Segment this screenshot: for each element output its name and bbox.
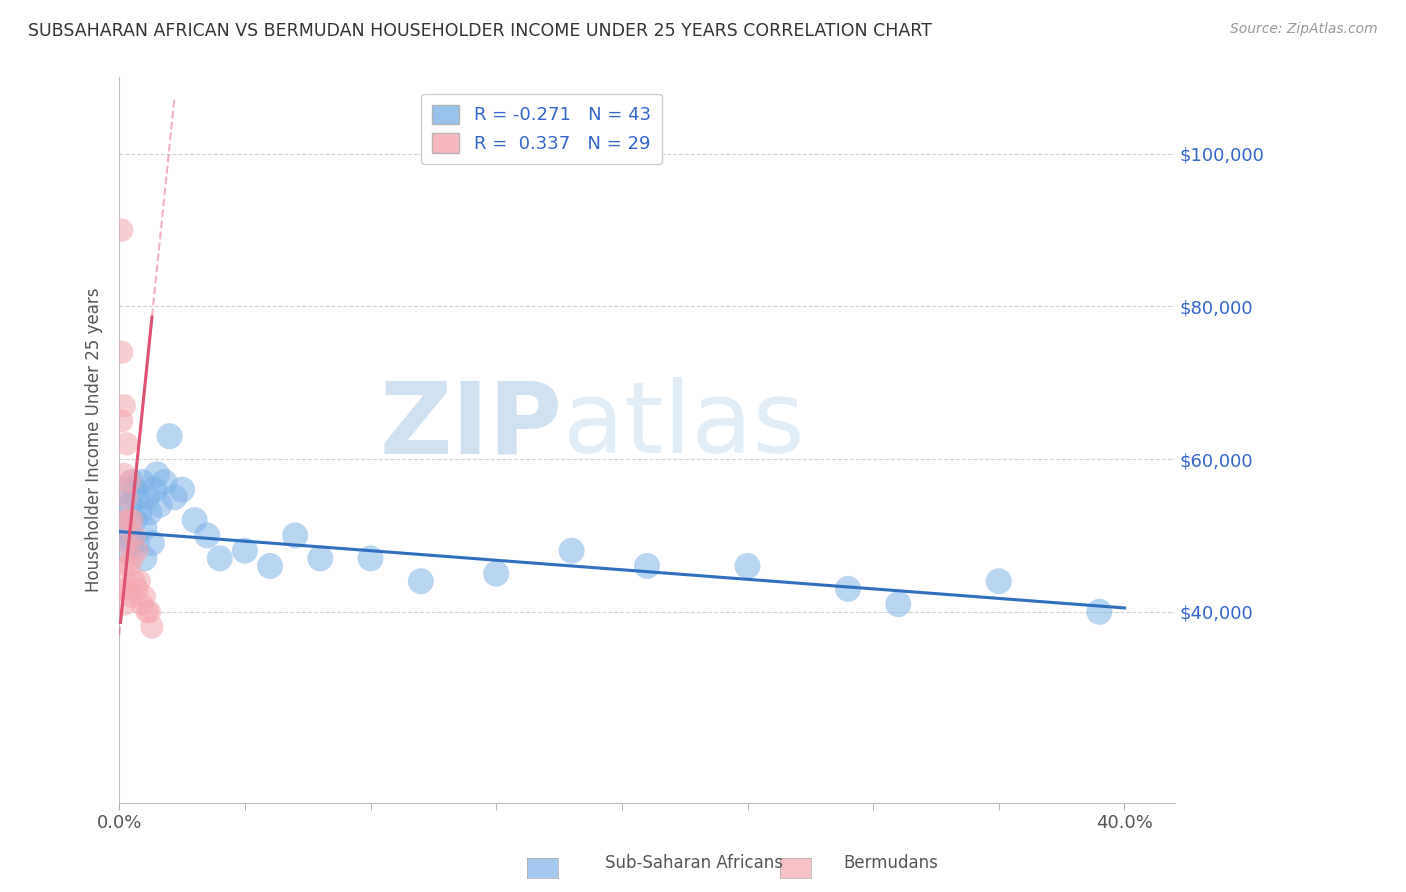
Point <box>115 490 138 504</box>
Point <box>148 498 170 512</box>
Point <box>125 536 148 550</box>
Point <box>134 590 156 604</box>
Legend: R = -0.271   N = 43, R =  0.337   N = 29: R = -0.271 N = 43, R = 0.337 N = 29 <box>422 94 662 164</box>
Point <box>233 543 256 558</box>
Point <box>111 223 134 237</box>
Point <box>112 597 135 611</box>
Point <box>561 543 583 558</box>
Point <box>141 536 163 550</box>
Point <box>124 513 146 527</box>
Point <box>115 437 138 451</box>
Point <box>112 521 135 535</box>
Point <box>118 475 141 489</box>
Point <box>112 513 135 527</box>
Point <box>737 558 759 573</box>
Point <box>987 574 1010 589</box>
Point <box>134 521 156 535</box>
Point <box>111 345 134 359</box>
Point <box>134 551 156 566</box>
Point <box>360 551 382 566</box>
Point <box>121 513 143 527</box>
Point <box>111 506 134 520</box>
Point <box>111 414 134 428</box>
Point <box>1088 605 1111 619</box>
Point <box>141 620 163 634</box>
Text: Sub-Saharan Africans: Sub-Saharan Africans <box>605 855 783 872</box>
Point <box>131 597 153 611</box>
Point <box>153 475 176 489</box>
Point <box>135 490 157 504</box>
Point <box>485 566 508 581</box>
Point <box>118 528 141 542</box>
Point <box>124 528 146 542</box>
Point <box>128 506 150 520</box>
Point <box>208 551 231 566</box>
Point <box>284 528 307 542</box>
Point <box>128 574 150 589</box>
Point <box>146 467 169 482</box>
Y-axis label: Householder Income Under 25 years: Householder Income Under 25 years <box>86 288 103 592</box>
Point <box>115 536 138 550</box>
Point <box>163 490 186 504</box>
Point <box>138 506 160 520</box>
Point <box>118 558 141 573</box>
Point <box>111 582 134 596</box>
Point <box>309 551 332 566</box>
Text: ZIP: ZIP <box>380 377 562 474</box>
Point <box>118 513 141 527</box>
Point <box>195 528 218 542</box>
Text: atlas: atlas <box>562 377 804 474</box>
Point <box>112 467 135 482</box>
Point <box>115 483 138 497</box>
Point <box>125 582 148 596</box>
Point <box>112 399 135 413</box>
Point <box>183 513 205 527</box>
Point <box>143 483 166 497</box>
Point <box>159 429 181 443</box>
Point <box>118 498 141 512</box>
Point <box>121 536 143 550</box>
Point <box>135 605 157 619</box>
Point <box>131 475 153 489</box>
Point <box>172 483 194 497</box>
Point <box>636 558 658 573</box>
Point <box>124 574 146 589</box>
Text: SUBSAHARAN AFRICAN VS BERMUDAN HOUSEHOLDER INCOME UNDER 25 YEARS CORRELATION CHA: SUBSAHARAN AFRICAN VS BERMUDAN HOUSEHOLD… <box>28 22 932 40</box>
Point <box>887 597 910 611</box>
Point <box>138 605 160 619</box>
Text: Bermudans: Bermudans <box>844 855 938 872</box>
Point <box>121 475 143 489</box>
Point <box>121 551 143 566</box>
Point <box>121 590 143 604</box>
Point <box>124 483 146 497</box>
Point <box>125 490 148 504</box>
Point <box>409 574 432 589</box>
Point <box>125 543 148 558</box>
Point <box>259 558 281 573</box>
Point <box>837 582 859 596</box>
Point <box>112 558 135 573</box>
Point <box>115 543 138 558</box>
Point <box>115 582 138 596</box>
Text: Source: ZipAtlas.com: Source: ZipAtlas.com <box>1230 22 1378 37</box>
